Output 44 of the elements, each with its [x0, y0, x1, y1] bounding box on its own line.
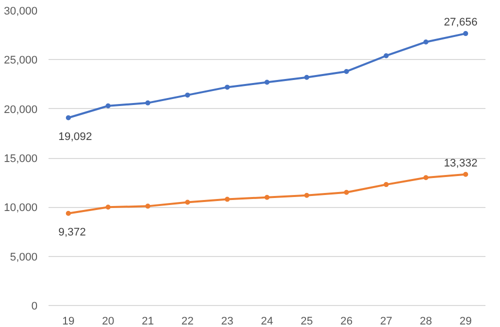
point — [185, 200, 190, 205]
point — [185, 92, 190, 98]
point — [344, 68, 349, 74]
point — [106, 204, 111, 210]
y-tick-label: 30,000 — [4, 6, 38, 18]
x-tick-label: 26 — [340, 316, 353, 327]
point — [304, 192, 310, 198]
point — [463, 172, 468, 177]
point — [224, 84, 230, 90]
point — [423, 175, 428, 180]
point — [384, 53, 389, 58]
x-tick-label: 28 — [420, 316, 432, 327]
point — [66, 210, 71, 216]
point — [145, 100, 150, 106]
y-tick-label: 25,000 — [4, 54, 38, 67]
point — [66, 115, 71, 120]
point — [264, 80, 270, 85]
data-label: 19,092 — [58, 130, 92, 143]
y-tick-label: 0 — [31, 300, 38, 312]
x-tick-label: 19 — [62, 316, 74, 327]
y-tick-label: 15,000 — [4, 153, 38, 165]
point — [106, 103, 111, 108]
y-tick-label: 20,000 — [4, 104, 38, 116]
point — [463, 31, 468, 36]
point — [145, 204, 150, 209]
x-tick-label: 22 — [181, 316, 194, 327]
y-tick-label: 5,000 — [10, 251, 38, 264]
point — [384, 182, 389, 188]
x-tick-label: 25 — [300, 316, 313, 327]
x-tick-label: 27 — [380, 316, 392, 327]
data-label: 9,372 — [58, 226, 86, 238]
point — [264, 194, 270, 200]
x-tick-label: 20 — [102, 316, 114, 327]
x-tick-label: 23 — [221, 316, 234, 327]
data-label: 27,656 — [444, 16, 478, 29]
x-tick-label: 21 — [142, 316, 154, 327]
y-tick-label: 10,000 — [4, 202, 38, 214]
point — [224, 196, 230, 202]
x-tick-label: 24 — [260, 316, 274, 327]
point — [304, 74, 310, 80]
x-tick-label: 29 — [460, 316, 472, 327]
point — [344, 190, 349, 195]
point — [423, 39, 428, 44]
data-label: 13,332 — [444, 157, 478, 170]
